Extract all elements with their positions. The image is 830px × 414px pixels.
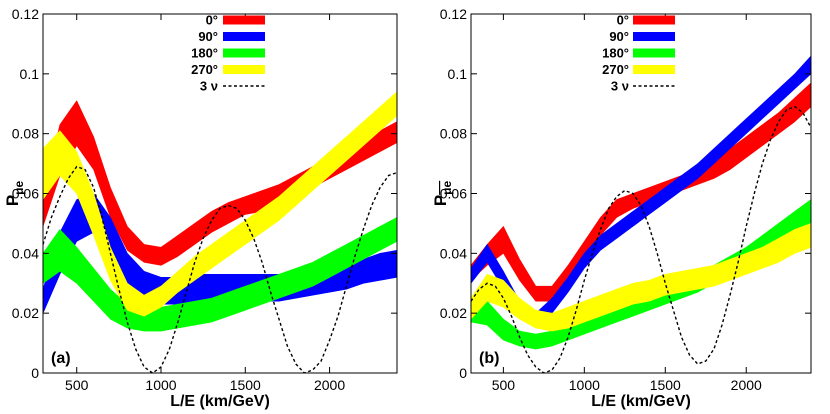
legend-swatch [633, 48, 675, 58]
series-band-3 [43, 91, 397, 317]
legend-swatch [633, 32, 675, 41]
legend-label: 0° [617, 13, 629, 28]
legend-label: 180° [191, 46, 218, 61]
legend-label: 270° [191, 62, 218, 77]
plot-area [43, 91, 397, 373]
y-tick-label: 0.08 [440, 126, 467, 142]
legend-swatch [223, 32, 265, 41]
series-band-3 [471, 223, 811, 332]
y-axis-label-subscript: μe [440, 180, 454, 194]
x-tick-label: 1000 [145, 377, 176, 393]
panel-label: (a) [51, 350, 71, 367]
legend-label: 180° [602, 46, 629, 61]
y-tick-label: 0.06 [12, 186, 39, 202]
chart-panel-a: 0 0.02 0.04 0.06 0.08 0.1 0.12 500 1000 1500 2000 L… [3, 6, 398, 410]
legend-label: 270° [602, 62, 629, 77]
y-axis-label: Pμe [3, 180, 26, 206]
y-tick-label: 0.06 [440, 186, 467, 202]
y-tick-label: 0.04 [12, 245, 39, 261]
y-tick-label: 0.04 [440, 245, 467, 261]
series-band-0 [43, 100, 397, 266]
legend-label: 0° [206, 13, 218, 28]
x-tick-label: 1000 [569, 377, 600, 393]
legend-swatch [223, 65, 265, 74]
x-tick-label: 500 [492, 377, 516, 393]
y-tick-label: 0 [31, 365, 39, 381]
x-tick-label: 1500 [650, 377, 681, 393]
y-axis-label-main: P [431, 195, 450, 206]
y-tick-label: 0.1 [448, 66, 468, 82]
y-tick-label: 0 [459, 365, 467, 381]
legend-swatch [633, 15, 675, 25]
x-tick-label: 500 [65, 377, 89, 393]
legend-label: 3 ν [611, 79, 629, 94]
legend: 0°90° 180°270° 3 ν [602, 13, 675, 94]
x-tick-label: 1500 [230, 377, 261, 393]
legend-label: 90° [609, 29, 629, 44]
series-line-4 [43, 165, 397, 373]
y-axis-label-subscript: μe [12, 180, 26, 194]
series-band-2 [43, 217, 397, 332]
legend-swatch [633, 65, 675, 74]
y-tick-label: 0.08 [12, 126, 39, 142]
y-axis-label: Pμe [431, 180, 454, 206]
y-axis-label-main: P [3, 195, 22, 206]
panel-label: (b) [479, 350, 499, 367]
y-tick-label: 0.12 [12, 6, 39, 22]
plot-area [471, 55, 811, 373]
legend-label: 90° [198, 29, 218, 44]
legend: 0°90° 180°270° 3 ν [191, 13, 265, 94]
x-tick-label: 2000 [731, 377, 762, 393]
y-tick-label: 0.1 [20, 66, 40, 82]
x-tick-label: 2000 [314, 377, 345, 393]
chart-panel-b: 0 0.02 0.04 0.06 0.08 0.1 0.12 500 1000 1500 2000 L… [431, 6, 812, 410]
x-axis-label: L/E (km/GeV) [591, 393, 691, 410]
legend-label: 3 ν [200, 79, 218, 94]
y-tick-label: 0.02 [12, 305, 39, 321]
series-line-4 [471, 105, 811, 373]
series-band-1 [471, 55, 811, 326]
y-tick-label: 0.02 [440, 305, 467, 321]
legend-swatch [223, 48, 265, 58]
y-tick-label: 0.12 [440, 6, 467, 22]
x-axis-label: L/E (km/GeV) [170, 393, 270, 410]
legend-swatch [223, 15, 265, 25]
